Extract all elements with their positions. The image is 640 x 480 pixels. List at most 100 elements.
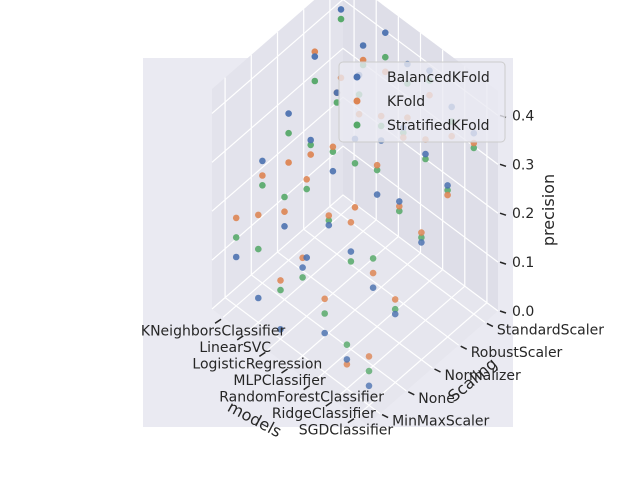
point-kfold — [254, 211, 262, 219]
point-kfold — [277, 277, 284, 284]
point-balancedkfold — [444, 182, 451, 189]
x-tick-mark — [325, 401, 333, 407]
x-tick-label: SGDClassifier — [299, 423, 394, 439]
point-kfold — [329, 143, 337, 151]
x-tick-label: RandomForestClassifier — [219, 390, 384, 406]
point-balancedkfold — [285, 110, 292, 117]
point-stratifiedkfold — [351, 160, 359, 167]
gridline-z — [211, 194, 499, 312]
point-balancedkfold — [373, 191, 381, 198]
legend-marker-balancedkfold — [353, 73, 361, 81]
point-stratifiedkfold — [365, 367, 373, 375]
point-balancedkfold — [259, 157, 266, 165]
z-tick-label: 0.1 — [512, 255, 534, 271]
z-tick-label: 0.0 — [512, 304, 534, 320]
point-kfold — [391, 296, 399, 303]
point-balancedkfold — [232, 253, 240, 261]
point-kfold — [418, 229, 425, 236]
x-tick-label: RidgeClassifier — [272, 406, 376, 422]
point-stratifiedkfold — [285, 129, 292, 137]
x-tick-mark — [281, 368, 288, 374]
x-tick-mark — [236, 335, 244, 341]
point-stratifiedkfold — [299, 274, 306, 281]
point-stratifiedkfold — [347, 258, 355, 265]
point-kfold — [351, 204, 359, 211]
point-balancedkfold — [321, 329, 329, 337]
point-stratifiedkfold — [343, 341, 351, 349]
point-balancedkfold — [422, 150, 429, 158]
point-balancedkfold — [337, 6, 345, 13]
legend-label-balancedkfold: BalancedKFold — [387, 70, 490, 86]
point-kfold — [396, 203, 403, 210]
point-stratifiedkfold — [373, 166, 381, 174]
point-balancedkfold — [325, 221, 333, 229]
point-balancedkfold — [254, 294, 262, 302]
z-tick-label: 0.4 — [512, 108, 534, 124]
y-tick-label: RobustScaler — [471, 345, 563, 361]
point-balancedkfold — [359, 42, 367, 49]
point-stratifiedkfold — [325, 217, 333, 224]
point-kfold — [307, 151, 315, 158]
z-tick-mark — [499, 261, 507, 265]
point-balancedkfold — [369, 284, 377, 292]
point-balancedkfold — [343, 356, 351, 363]
y-tick-mark — [434, 368, 441, 373]
x-tick-label: KNeighborsClassifier — [141, 323, 286, 339]
point-stratifiedkfold — [303, 185, 311, 193]
point-kfold — [325, 212, 333, 219]
point-balancedkfold — [311, 53, 319, 60]
x-tick-mark — [258, 351, 266, 358]
point-balancedkfold — [347, 248, 355, 255]
x-tick-mark — [214, 318, 222, 324]
y-tick-label: Normalizer — [445, 368, 522, 384]
point-kfold — [444, 191, 451, 199]
point-stratifiedkfold — [277, 286, 284, 294]
y-tick-mark — [381, 413, 389, 419]
point-stratifiedkfold — [444, 186, 451, 194]
point-stratifiedkfold — [307, 141, 315, 149]
point-kfold — [311, 48, 319, 55]
point-balancedkfold — [382, 29, 389, 36]
point-stratifiedkfold — [470, 144, 478, 152]
point-kfold — [232, 214, 240, 222]
gridline-z — [211, 145, 499, 263]
point-stratifiedkfold — [369, 255, 377, 262]
z-tick-mark — [499, 310, 507, 314]
tick-labels: KNeighborsClassifierLinearSVCLogisticReg… — [141, 108, 604, 438]
legend-marker-kfold — [353, 97, 361, 105]
legend-label-kfold: KFold — [387, 94, 425, 110]
x-tick-mark — [303, 384, 311, 391]
x-tick-label: LinearSVC — [199, 340, 271, 356]
x-tick-mark — [347, 418, 355, 424]
point-stratifiedkfold — [418, 234, 425, 241]
z-tick-label: 0.3 — [512, 157, 534, 173]
z-tick-mark — [499, 212, 507, 216]
point-balancedkfold — [391, 310, 399, 318]
point-stratifiedkfold — [321, 310, 329, 317]
legend-box — [338, 61, 506, 143]
point-stratifiedkfold — [281, 193, 288, 201]
point-stratifiedkfold — [254, 245, 262, 253]
y-tick-label: StandardScaler — [497, 322, 604, 338]
point-balancedkfold — [299, 264, 306, 271]
y-tick-mark — [486, 322, 494, 328]
point-stratifiedkfold — [391, 305, 399, 313]
legend-marker-stratifiedkfold — [353, 121, 361, 129]
y-tick-mark — [460, 345, 468, 350]
legend: BalancedKFold KFold StratifiedKFold — [338, 61, 506, 143]
point-balancedkfold — [277, 326, 284, 333]
point-stratifiedkfold — [382, 53, 389, 61]
point-kfold — [285, 159, 292, 166]
point-kfold — [369, 269, 377, 277]
point-kfold — [303, 176, 311, 183]
x-tick-label: MLPClassifier — [233, 373, 325, 389]
point-stratifiedkfold — [329, 148, 337, 155]
point-stratifiedkfold — [396, 207, 403, 215]
legend-label-stratifiedkfold: StratifiedKFold — [387, 118, 489, 134]
point-balancedkfold — [396, 198, 403, 205]
point-kfold — [259, 172, 266, 179]
point-balancedkfold — [303, 254, 311, 261]
y-tick-label: None — [418, 391, 455, 407]
point-kfold — [281, 208, 288, 215]
